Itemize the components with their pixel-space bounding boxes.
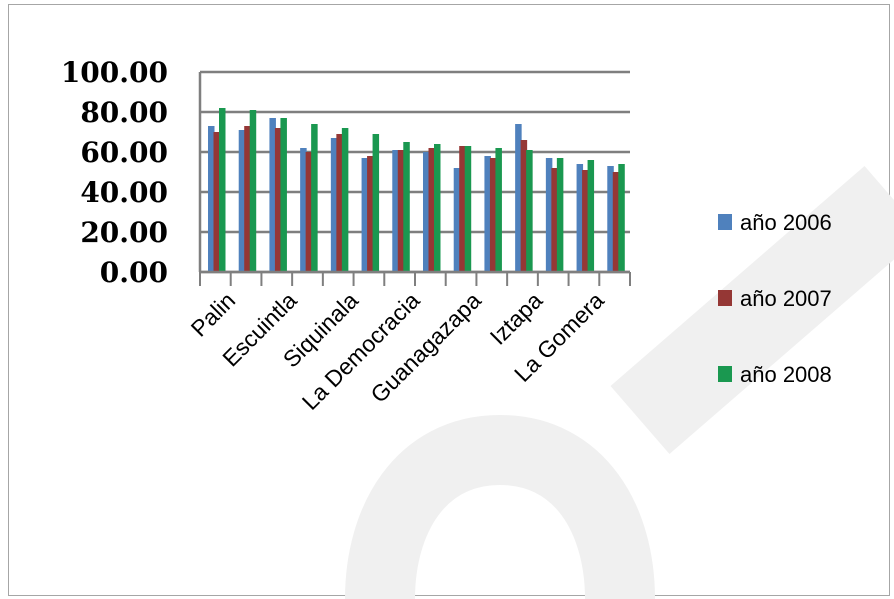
legend-swatch	[718, 214, 732, 230]
bar	[434, 144, 441, 272]
bar	[489, 158, 497, 272]
bar	[484, 156, 491, 272]
bar	[582, 170, 589, 272]
bar	[244, 126, 251, 272]
bar	[556, 158, 564, 272]
bar	[392, 150, 399, 272]
y-tick-label: 40.00	[80, 176, 168, 209]
bar	[274, 128, 282, 272]
bar	[219, 108, 226, 272]
bar	[213, 132, 220, 272]
bars	[208, 108, 625, 272]
y-tick-label: 0.00	[100, 256, 168, 289]
legend-label: año 2006	[740, 210, 832, 235]
legend-swatch	[718, 366, 732, 382]
bar	[464, 146, 472, 272]
bar	[330, 138, 338, 272]
bar	[208, 126, 215, 272]
bar	[336, 134, 343, 272]
legend-swatch	[718, 290, 732, 306]
bar	[403, 142, 410, 272]
x-tick-label: Guanagazapa	[365, 287, 486, 408]
bar	[576, 164, 584, 272]
y-tick-label: 80.00	[80, 96, 168, 129]
bar	[280, 118, 287, 272]
bar	[238, 130, 246, 272]
legend: año 2006 año 2007 año 2008	[718, 210, 832, 387]
bar	[495, 148, 502, 272]
bar	[300, 148, 307, 272]
bar	[361, 158, 369, 272]
y-tick-label: 100.00	[61, 56, 168, 89]
bar	[515, 124, 522, 272]
bar	[249, 110, 257, 272]
x-tick-label: Palin	[186, 287, 241, 342]
y-tick-label: 20.00	[80, 216, 168, 249]
bar	[612, 172, 620, 272]
bar	[520, 140, 528, 272]
legend-label: año 2008	[740, 362, 832, 387]
bar	[607, 166, 614, 272]
bar	[269, 118, 276, 272]
bar	[367, 156, 374, 272]
bar	[397, 150, 405, 272]
bar	[305, 152, 313, 272]
bar	[545, 158, 553, 272]
bar	[587, 160, 595, 272]
bar	[311, 124, 318, 272]
legend-label: año 2007	[740, 286, 832, 311]
bar	[618, 164, 625, 272]
bar	[423, 152, 430, 272]
bar	[459, 146, 466, 272]
bar	[453, 168, 461, 272]
bar	[428, 148, 435, 272]
y-tick-labels: 0.00 20.00 40.00 60.00 80.00 100.00	[61, 56, 168, 289]
bar	[372, 134, 380, 272]
axes	[198, 72, 631, 286]
bar	[526, 150, 533, 272]
bar	[551, 168, 558, 272]
gridlines	[200, 70, 630, 274]
bar	[341, 128, 349, 272]
y-tick-label: 60.00	[80, 136, 168, 169]
